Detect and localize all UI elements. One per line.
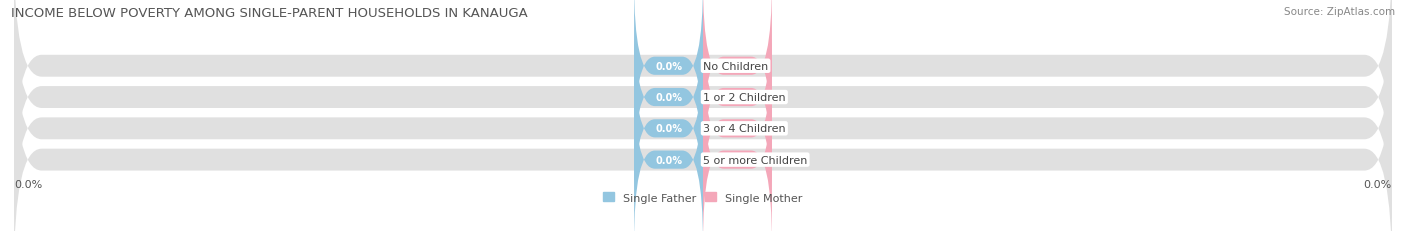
FancyBboxPatch shape <box>14 46 1392 231</box>
FancyBboxPatch shape <box>703 0 772 151</box>
FancyBboxPatch shape <box>634 44 703 213</box>
Text: 0.0%: 0.0% <box>655 155 682 165</box>
FancyBboxPatch shape <box>703 13 772 182</box>
Text: 0.0%: 0.0% <box>724 155 751 165</box>
Text: Source: ZipAtlas.com: Source: ZipAtlas.com <box>1284 7 1395 17</box>
Text: No Children: No Children <box>703 61 768 71</box>
Text: 0.0%: 0.0% <box>1364 179 1392 189</box>
Text: 0.0%: 0.0% <box>655 93 682 103</box>
Text: 1 or 2 Children: 1 or 2 Children <box>703 93 786 103</box>
Legend: Single Father, Single Mother: Single Father, Single Mother <box>603 192 803 203</box>
Text: 5 or more Children: 5 or more Children <box>703 155 807 165</box>
FancyBboxPatch shape <box>634 13 703 182</box>
FancyBboxPatch shape <box>634 0 703 151</box>
Text: 0.0%: 0.0% <box>724 124 751 134</box>
FancyBboxPatch shape <box>634 76 703 231</box>
FancyBboxPatch shape <box>14 0 1392 180</box>
Text: 0.0%: 0.0% <box>14 179 42 189</box>
FancyBboxPatch shape <box>703 44 772 213</box>
Text: 0.0%: 0.0% <box>724 93 751 103</box>
FancyBboxPatch shape <box>14 15 1392 231</box>
FancyBboxPatch shape <box>14 0 1392 211</box>
Text: INCOME BELOW POVERTY AMONG SINGLE-PARENT HOUSEHOLDS IN KANAUGA: INCOME BELOW POVERTY AMONG SINGLE-PARENT… <box>11 7 529 20</box>
Text: 3 or 4 Children: 3 or 4 Children <box>703 124 786 134</box>
Text: 0.0%: 0.0% <box>724 61 751 71</box>
Text: 0.0%: 0.0% <box>655 124 682 134</box>
Text: 0.0%: 0.0% <box>655 61 682 71</box>
FancyBboxPatch shape <box>703 76 772 231</box>
